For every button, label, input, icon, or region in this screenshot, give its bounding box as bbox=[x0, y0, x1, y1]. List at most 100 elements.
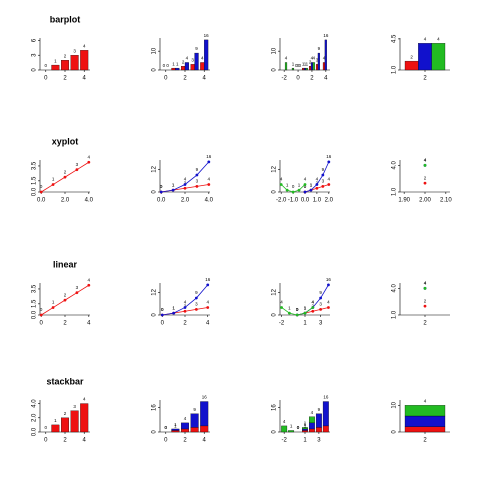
value-label: 4 bbox=[313, 56, 316, 61]
value-label: 2 bbox=[64, 53, 67, 58]
bar bbox=[181, 428, 189, 433]
bar bbox=[291, 67, 295, 71]
point bbox=[315, 186, 319, 190]
bar bbox=[200, 62, 205, 71]
value-label: 1 bbox=[172, 182, 175, 187]
value-label: 0 bbox=[160, 184, 163, 189]
y-tick-label: 3 bbox=[32, 53, 38, 57]
y-tick-label: 10 bbox=[272, 47, 278, 54]
value-label: 3 bbox=[322, 179, 325, 184]
bar bbox=[317, 52, 320, 71]
point bbox=[423, 163, 427, 167]
value-label: 1 bbox=[304, 421, 307, 426]
panel-title: stackbar bbox=[46, 376, 84, 386]
value-label: 0 bbox=[296, 307, 299, 312]
value-label: 0 bbox=[166, 63, 169, 68]
panel-title: xyplot bbox=[52, 136, 79, 146]
bar bbox=[302, 428, 308, 431]
point bbox=[327, 283, 330, 287]
point bbox=[309, 188, 313, 192]
bar bbox=[190, 64, 195, 71]
value-label: 3 bbox=[316, 58, 319, 63]
x-tick-label: 0 bbox=[296, 76, 300, 82]
value-label: 9 bbox=[318, 46, 321, 51]
point bbox=[206, 283, 210, 287]
bar bbox=[171, 67, 176, 71]
bar bbox=[404, 426, 446, 433]
value-label: 4 bbox=[83, 43, 86, 48]
value-label: 0 bbox=[40, 307, 43, 312]
value-label: 1 bbox=[286, 182, 289, 187]
point bbox=[63, 298, 67, 302]
x-tick-label: -2 bbox=[281, 438, 287, 444]
point bbox=[327, 183, 331, 186]
bar bbox=[190, 413, 199, 428]
value-label: 4 bbox=[311, 410, 314, 415]
x-tick-label: 2.0 bbox=[181, 198, 190, 204]
x-tick-label: 2 bbox=[183, 438, 187, 444]
point bbox=[423, 286, 427, 290]
point bbox=[63, 175, 67, 179]
x-tick-label: 4 bbox=[83, 438, 87, 444]
value-label: 3 bbox=[196, 179, 199, 184]
value-label: 4 bbox=[283, 419, 286, 424]
value-label: 1 bbox=[288, 305, 291, 310]
x-tick-label: 1.0 bbox=[313, 198, 322, 204]
value-label: 4 bbox=[424, 158, 427, 163]
bar bbox=[418, 43, 432, 71]
point bbox=[194, 307, 198, 311]
bar bbox=[51, 64, 60, 71]
bar bbox=[70, 410, 79, 433]
bar bbox=[181, 422, 189, 430]
y-tick-label: 10 bbox=[152, 47, 158, 54]
value-label: 4 bbox=[304, 177, 307, 182]
y-tick-label: 1.5 bbox=[32, 299, 38, 308]
x-tick-label: 0.0 bbox=[301, 198, 310, 204]
y-tick-label: 0 bbox=[152, 430, 158, 434]
y-tick-label: 0.0 bbox=[32, 310, 38, 319]
bar bbox=[324, 39, 327, 71]
value-label: 0 bbox=[296, 307, 299, 312]
bar bbox=[322, 425, 329, 433]
x-tick-label: 4 bbox=[203, 438, 207, 444]
bar bbox=[288, 430, 295, 433]
value-label: 4 bbox=[311, 56, 314, 61]
value-label: 2 bbox=[424, 175, 427, 180]
y-tick-label: 1.5 bbox=[32, 176, 38, 185]
x-tick-label: 2.0 bbox=[61, 198, 70, 204]
point bbox=[159, 190, 163, 194]
point bbox=[171, 188, 175, 192]
value-label: 1 bbox=[172, 182, 175, 187]
value-label: 4 bbox=[184, 416, 187, 421]
value-label: 0 bbox=[297, 63, 300, 68]
point bbox=[75, 291, 79, 295]
value-label: 1 bbox=[52, 300, 55, 305]
value-label: 2 bbox=[184, 303, 187, 308]
value-label: 1 bbox=[172, 305, 175, 310]
bar bbox=[171, 428, 180, 431]
y-tick-label: 3.5 bbox=[32, 161, 38, 170]
value-label: 1 bbox=[298, 182, 301, 187]
point bbox=[279, 183, 283, 186]
value-label: 16 bbox=[326, 154, 332, 159]
y-tick-label: 0 bbox=[392, 430, 398, 434]
y-tick-label: 4.5 bbox=[392, 34, 398, 43]
value-label: 0 bbox=[161, 307, 164, 312]
value-label: 16 bbox=[204, 33, 210, 38]
x-tick-label: 0 bbox=[164, 76, 168, 82]
value-label: 2 bbox=[410, 54, 413, 59]
value-label: 9 bbox=[193, 407, 196, 412]
value-label: 1 bbox=[304, 305, 307, 310]
point bbox=[51, 183, 55, 186]
y-tick-label: 10 bbox=[392, 401, 398, 408]
value-label: 3 bbox=[76, 162, 79, 167]
point bbox=[311, 306, 315, 309]
value-label: 4 bbox=[316, 177, 319, 182]
value-label: 4 bbox=[312, 300, 315, 305]
x-tick-label: -2.0 bbox=[276, 198, 287, 204]
point bbox=[295, 313, 299, 317]
value-label: 4 bbox=[424, 37, 427, 42]
y-tick-label: 0 bbox=[272, 430, 278, 434]
value-label: 1 bbox=[304, 422, 307, 427]
